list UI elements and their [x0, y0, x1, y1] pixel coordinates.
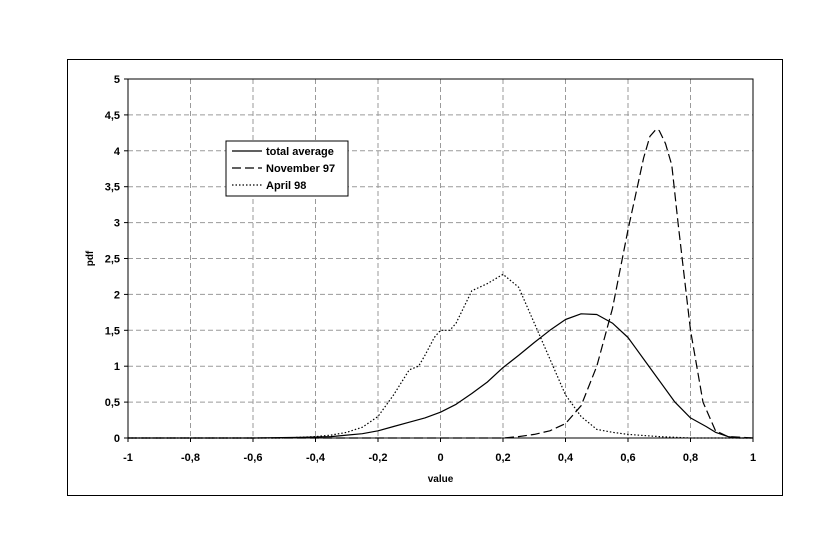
axis-ticks: -1 -0,8 -0,6 -0,4 -0,2 0 0,2 0,4 0,6 0,8 1 0 0,5 1 1,5… — [105, 74, 756, 464]
x-tick-label: 0,8 — [683, 452, 698, 464]
gridlines — [128, 79, 753, 438]
x-tick-label: 0,4 — [558, 452, 574, 464]
x-tick-label: -1 — [123, 452, 133, 464]
x-axis-title: value — [428, 474, 454, 485]
y-tick-label: 4 — [114, 146, 121, 158]
y-tick-label: 2 — [114, 289, 120, 301]
y-tick-label: 3,5 — [105, 182, 120, 194]
chart-frame — [67, 59, 783, 496]
y-tick-label: 3 — [114, 218, 120, 230]
x-tick-label: 0,2 — [495, 452, 510, 464]
legend: total average November 97 April 98 — [225, 140, 349, 197]
y-tick-label: 1 — [114, 361, 120, 373]
legend-label: November 97 — [266, 163, 335, 175]
y-tick-label: 1,5 — [105, 325, 120, 337]
y-tick-label: 5 — [114, 74, 120, 86]
y-tick-label: 4,5 — [105, 110, 120, 122]
series-lines — [128, 128, 754, 439]
y-tick-label: 0,5 — [105, 397, 120, 409]
x-tick-label: 1 — [750, 452, 756, 464]
y-tick-label: 2,5 — [105, 254, 120, 266]
x-tick-label: -0,8 — [181, 452, 200, 464]
x-tick-label: 0,6 — [620, 452, 635, 464]
legend-label: total average — [266, 146, 334, 158]
x-tick-label: -0,4 — [306, 452, 326, 464]
series-line-total-average — [128, 313, 753, 439]
y-tick-label: 0 — [114, 433, 120, 445]
x-tick-label: 0 — [437, 452, 443, 464]
y-axis-title: pdf — [85, 250, 96, 266]
series-line-november-97 — [128, 128, 754, 439]
x-tick-label: -0,6 — [244, 452, 263, 464]
series-line-april-98 — [128, 273, 753, 439]
legend-label: April 98 — [266, 180, 306, 192]
x-tick-label: -0,2 — [369, 452, 388, 464]
